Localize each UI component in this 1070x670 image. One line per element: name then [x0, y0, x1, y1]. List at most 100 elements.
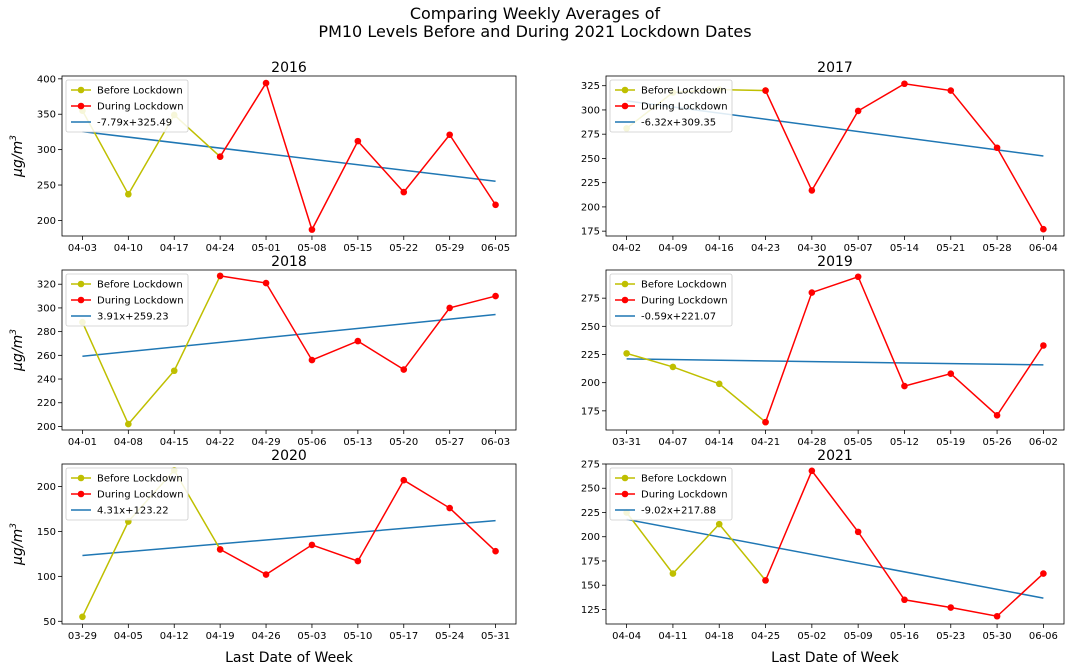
- y-axis-label: μg/m3: [9, 135, 26, 178]
- x-tick-label: 05-03: [297, 631, 326, 642]
- axes-frame: [61, 269, 517, 431]
- during-lockdown-point: [1040, 225, 1047, 233]
- legend-before-lockdown-marker: [77, 86, 85, 94]
- legend-during-lockdown-label: During Lockdown: [97, 490, 184, 501]
- during-lockdown-line: [764, 275, 1045, 423]
- y-tick-label: 225: [581, 178, 600, 189]
- during-lockdown-point: [993, 612, 1001, 620]
- x-tick-label: 05-22: [389, 243, 418, 254]
- legend-during-lockdown-label: During Lockdown: [641, 490, 728, 501]
- legend-before-lockdown-label: Before Lockdown: [97, 280, 183, 291]
- during-lockdown-point: [308, 226, 316, 233]
- during-lockdown-point: [354, 337, 362, 345]
- legend-during-lockdown-marker: [621, 102, 629, 110]
- x-tick-label: 05-07: [844, 243, 873, 254]
- axes-frame: [61, 463, 517, 625]
- legend-during-lockdown-marker: [621, 490, 629, 498]
- during-lockdown-point: [808, 187, 816, 194]
- y-tick-label: 100: [37, 572, 56, 583]
- x-tick-label: 04-04: [612, 631, 641, 642]
- x-tick-label: 05-17: [389, 631, 418, 642]
- x-tick-label: 05-05: [844, 437, 873, 448]
- legend-before-lockdown-marker: [621, 86, 629, 94]
- y-tick-label: 275: [581, 294, 600, 305]
- during-lockdown-point: [354, 137, 362, 145]
- legend: Before Lockdown During Lockdown 4.31x+123.…: [65, 467, 189, 521]
- legend: Before Lockdown During Lockdown -9.02x+217…: [609, 467, 733, 521]
- y-tick-label: 400: [37, 74, 56, 85]
- during-lockdown-point: [993, 412, 1001, 419]
- during-lockdown-point: [808, 467, 816, 475]
- figure-title-line-1: Comparing Weekly Averages of: [409, 4, 661, 23]
- during-lockdown-point: [262, 571, 270, 578]
- legend: Before Lockdown During Lockdown -6.32x+309…: [609, 79, 733, 133]
- subplot-2021: 2021 04-04 04-11 04-18 04-25 05-02 05-09 05-16 0…: [581, 448, 1065, 666]
- x-tick-label: 04-10: [114, 243, 143, 254]
- legend-before-lockdown-marker: [77, 280, 85, 288]
- x-tick-label: 04-07: [658, 437, 687, 448]
- during-lockdown-point: [947, 604, 955, 611]
- legend-trend-label: -9.02x+217.88: [641, 506, 716, 517]
- axes-frame: [605, 75, 1065, 237]
- during-lockdown-point: [400, 366, 408, 373]
- x-tick-label: 04-15: [160, 437, 189, 448]
- legend-during-lockdown-label: During Lockdown: [97, 102, 184, 113]
- y-tick-label: 150: [581, 581, 600, 592]
- x-tick-label: 05-28: [983, 243, 1012, 254]
- y-tick-label: 200: [581, 532, 600, 543]
- axes-frame: [605, 463, 1065, 625]
- during-lockdown-point: [1040, 570, 1047, 577]
- during-lockdown-point: [947, 87, 955, 94]
- during-lockdown-point: [492, 547, 499, 555]
- x-tick-label: 06-03: [481, 437, 510, 448]
- x-tick-label: 03-29: [68, 631, 97, 642]
- y-tick-label: 275: [581, 130, 600, 141]
- y-tick-label: 260: [37, 351, 56, 362]
- y-tick-label: 300: [37, 303, 56, 314]
- during-lockdown-point: [901, 382, 908, 390]
- x-tick-label: 05-26: [983, 437, 1012, 448]
- during-lockdown-point: [762, 577, 769, 584]
- x-tick-label: 04-12: [160, 631, 189, 642]
- y-axis-label: μg/m3: [9, 523, 26, 566]
- trend-line: [626, 518, 1044, 599]
- during-lockdown-line: [220, 275, 496, 371]
- during-lockdown-point: [446, 504, 453, 512]
- y-tick-label: 250: [581, 322, 600, 333]
- figure-title-line-2: PM10 Levels Before and During 2021 Lockd…: [318, 22, 752, 41]
- during-lockdown-point: [1040, 342, 1047, 349]
- x-tick-label: 05-20: [389, 437, 418, 448]
- x-tick-label: 04-24: [206, 243, 235, 254]
- x-tick-label: 04-22: [206, 437, 235, 448]
- y-tick-label: 275: [581, 460, 600, 471]
- subplot-2018: 2018 04-01 04-08 04-15 04-22 04-29 05-06 05-13 0…: [9, 254, 517, 448]
- during-lockdown-point: [808, 289, 816, 296]
- before-lockdown-line: [626, 512, 767, 581]
- y-tick-label: 300: [581, 105, 600, 116]
- x-tick-label: 05-29: [435, 243, 464, 254]
- legend-box: [609, 273, 733, 327]
- x-tick-label: 04-14: [705, 437, 734, 448]
- y-tick-label: 250: [581, 154, 600, 165]
- x-tick-label: 04-03: [68, 243, 97, 254]
- during-lockdown-point: [492, 292, 499, 300]
- legend-before-lockdown-label: Before Lockdown: [97, 474, 183, 485]
- during-lockdown-point: [216, 546, 224, 553]
- before-lockdown-point: [669, 570, 677, 577]
- x-tick-label: 04-28: [797, 437, 826, 448]
- during-lockdown-point: [400, 476, 408, 484]
- before-lockdown-point: [79, 613, 86, 621]
- legend-before-lockdown-label: Before Lockdown: [641, 280, 727, 291]
- during-lockdown-point: [308, 356, 316, 364]
- during-lockdown-point: [216, 272, 224, 280]
- subplot-title: 2020: [271, 448, 307, 464]
- y-tick-label: 225: [581, 508, 600, 519]
- axes-frame: [61, 75, 517, 237]
- x-tick-label: 05-27: [435, 437, 464, 448]
- legend-box: [65, 79, 189, 133]
- x-tick-label: 05-01: [252, 243, 281, 254]
- x-tick-label: 04-23: [751, 243, 780, 254]
- during-lockdown-line: [764, 469, 1044, 618]
- legend: Before Lockdown During Lockdown -0.59x+221…: [609, 273, 733, 327]
- subplot-title: 2016: [271, 60, 307, 76]
